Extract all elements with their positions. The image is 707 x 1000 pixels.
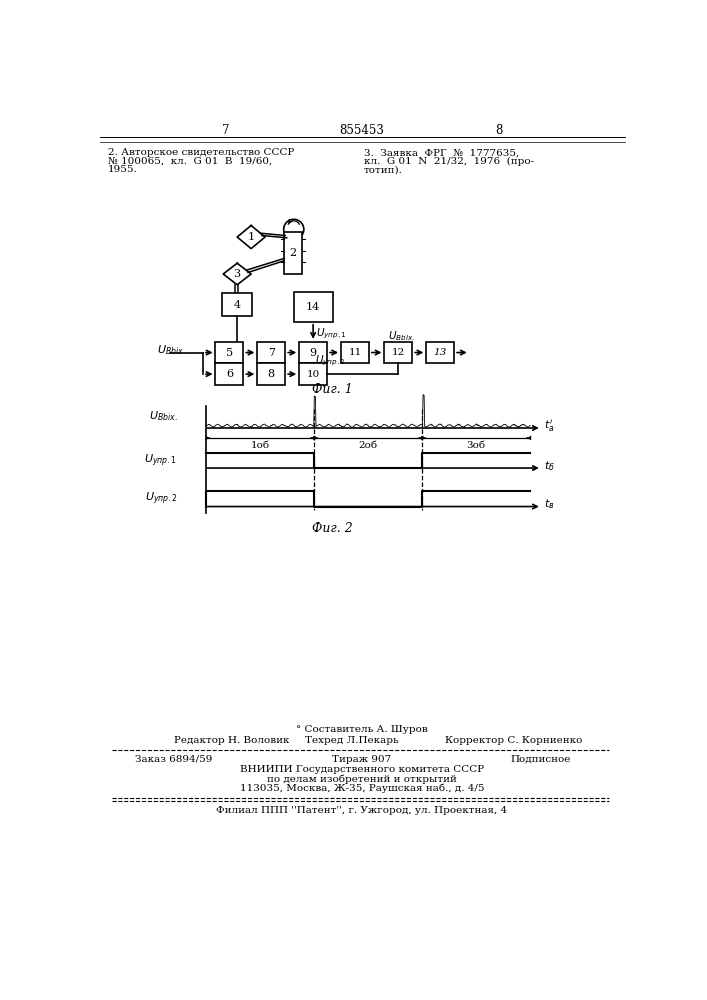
Bar xyxy=(284,232,301,274)
Text: 13: 13 xyxy=(433,348,447,357)
Text: 10: 10 xyxy=(307,370,320,379)
Text: $U_{\mathit{Bbix.}}$: $U_{\mathit{Bbix.}}$ xyxy=(148,410,177,423)
Text: 14: 14 xyxy=(306,302,320,312)
Bar xyxy=(299,342,327,363)
Text: 1955.: 1955. xyxy=(107,165,137,174)
Text: $U_{\mathit{упр.2}}$: $U_{\mathit{упр.2}}$ xyxy=(144,491,177,507)
Text: 5: 5 xyxy=(226,348,233,358)
Bar xyxy=(216,342,243,363)
Text: № 100065,  кл.  G 01  B  19/60,: № 100065, кл. G 01 B 19/60, xyxy=(107,157,272,166)
Text: $U_{\mathit{упр.1}}$: $U_{\mathit{упр.1}}$ xyxy=(144,452,177,469)
Text: 7: 7 xyxy=(222,124,229,137)
Text: по делам изобретений и открытий: по делам изобретений и открытий xyxy=(267,774,457,784)
Text: $U_{\mathit{упр.2}}$: $U_{\mathit{упр.2}}$ xyxy=(315,354,346,368)
Text: 6: 6 xyxy=(226,369,233,379)
Text: $U_{\mathit{Bbix.}}$: $U_{\mathit{Bbix.}}$ xyxy=(156,343,185,357)
Text: 11: 11 xyxy=(349,348,361,357)
Bar xyxy=(216,363,243,385)
Bar xyxy=(299,363,327,385)
Polygon shape xyxy=(237,225,265,249)
Text: $U_{\mathit{Bbix.}}$: $U_{\mathit{Bbix.}}$ xyxy=(387,329,414,342)
Polygon shape xyxy=(223,263,251,285)
Text: 8: 8 xyxy=(496,124,503,137)
Text: $U_{\mathit{упр.1}}$: $U_{\mathit{упр.1}}$ xyxy=(316,326,347,341)
Bar xyxy=(426,342,454,363)
Text: 1об: 1об xyxy=(250,441,270,450)
Text: 9: 9 xyxy=(310,348,317,358)
Bar xyxy=(257,342,285,363)
Text: ВНИИПИ Государственного комитета СССР: ВНИИПИ Государственного комитета СССР xyxy=(240,765,484,774)
Text: Редактор Н. Воловик: Редактор Н. Воловик xyxy=(174,736,289,745)
Bar xyxy=(341,342,369,363)
Text: Заказ 6894/59: Заказ 6894/59 xyxy=(135,755,212,764)
Text: Филиал ППП ''Патент'', г. Ужгород, ул. Проектная, 4: Филиал ППП ''Патент'', г. Ужгород, ул. П… xyxy=(216,806,508,815)
Bar xyxy=(223,293,252,316)
Text: $t_\mathit{в}$: $t_\mathit{в}$ xyxy=(544,497,554,511)
Text: 3об: 3об xyxy=(467,441,486,450)
Text: 12: 12 xyxy=(392,348,405,357)
Text: $t_\mathit{б}$: $t_\mathit{б}$ xyxy=(544,459,555,473)
Text: Фиг. 2: Фиг. 2 xyxy=(312,522,353,535)
Text: 1: 1 xyxy=(247,232,255,242)
Text: 8: 8 xyxy=(268,369,275,379)
Text: 3: 3 xyxy=(233,269,241,279)
Text: ° Составитель А. Шуров: ° Составитель А. Шуров xyxy=(296,725,428,734)
Text: $t^\prime_a$: $t^\prime_a$ xyxy=(544,418,555,434)
Text: 2. Авторское свидетельство СССР: 2. Авторское свидетельство СССР xyxy=(107,148,294,157)
Text: 7: 7 xyxy=(268,348,275,358)
Text: 855453: 855453 xyxy=(339,124,385,137)
Bar xyxy=(385,342,412,363)
Bar xyxy=(257,363,285,385)
Text: 2об: 2об xyxy=(358,441,378,450)
Text: Техред Л.Пекарь: Техред Л.Пекарь xyxy=(305,736,399,745)
Text: 2: 2 xyxy=(289,248,296,258)
Text: кл.  G 01  N  21/32,  1976  (про-: кл. G 01 N 21/32, 1976 (про- xyxy=(363,157,534,166)
Text: Фиг. 1: Фиг. 1 xyxy=(312,383,353,396)
Text: тотип).: тотип). xyxy=(363,165,402,174)
Text: Тираж 907: Тираж 907 xyxy=(332,755,392,764)
Text: 113035, Москва, Ж-35, Раушская наб., д. 4/5: 113035, Москва, Ж-35, Раушская наб., д. … xyxy=(240,784,484,793)
Text: Корректор С. Корниенко: Корректор С. Корниенко xyxy=(445,736,583,745)
Bar xyxy=(293,292,332,322)
Text: 4: 4 xyxy=(233,300,241,310)
Text: Подписное: Подписное xyxy=(510,755,571,764)
Text: 3.  Заявка  ФРГ  №  1777635,: 3. Заявка ФРГ № 1777635, xyxy=(363,148,519,157)
